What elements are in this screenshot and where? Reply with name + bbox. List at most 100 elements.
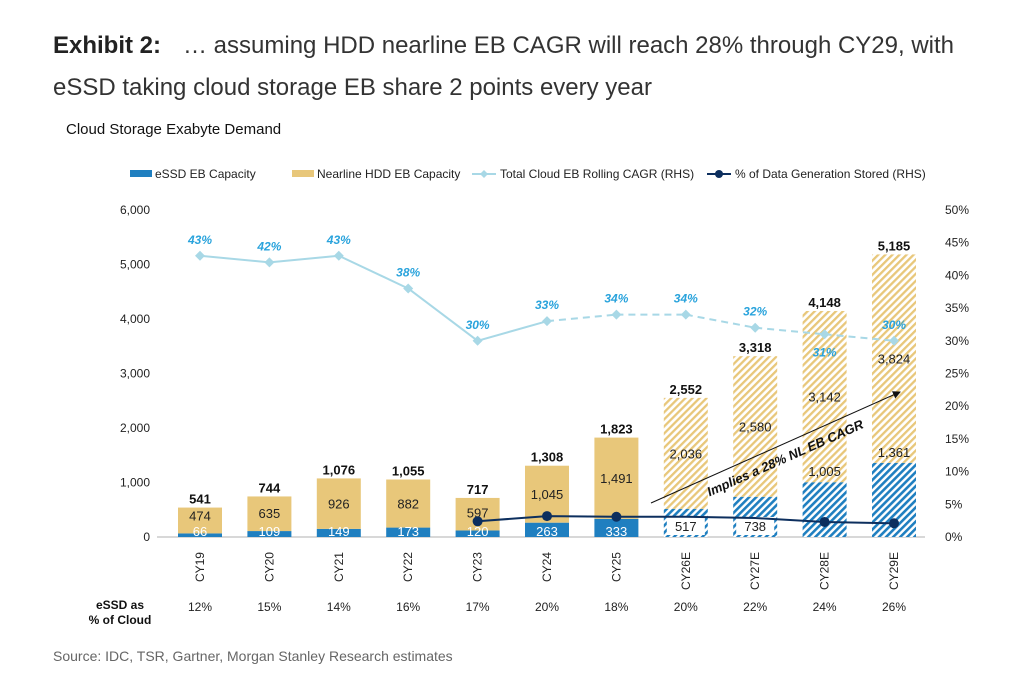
- essd-share-value: 24%: [813, 600, 837, 614]
- x-tick-label: CY19: [193, 552, 207, 582]
- essd-label: 1,361: [878, 445, 911, 460]
- cagr-label: 34%: [604, 292, 628, 306]
- data-stored-marker: [889, 518, 899, 529]
- x-tick-label: CY22: [401, 552, 415, 582]
- y2-tick-label: 15%: [945, 432, 969, 446]
- y2-tick-label: 25%: [945, 367, 969, 381]
- cagr-marker: [750, 322, 761, 333]
- cagr-line-segment: [269, 254, 339, 264]
- cagr-label: 31%: [813, 345, 837, 359]
- y-tick-label: 4,000: [120, 312, 150, 326]
- essd-share-value: 20%: [535, 600, 559, 614]
- nearline-label: 3,824: [878, 352, 911, 367]
- cagr-label: 30%: [466, 318, 490, 332]
- cagr-label: 38%: [396, 265, 420, 279]
- source-note: Source: IDC, TSR, Gartner, Morgan Stanle…: [53, 648, 453, 664]
- bar-nearline: [733, 356, 778, 497]
- cagr-label: 43%: [187, 233, 212, 247]
- nearline-label: 2,580: [739, 419, 772, 434]
- data-stored-marker: [472, 516, 483, 527]
- essd-label: 517: [675, 519, 697, 534]
- essd-label: 333: [606, 524, 628, 539]
- nearline-label: 882: [397, 497, 419, 512]
- total-label: 5,185: [878, 238, 911, 253]
- essd-label: 263: [536, 524, 558, 539]
- y-tick-label: 6,000: [120, 203, 150, 217]
- x-tick-label: CY20: [262, 552, 276, 582]
- y2-tick-label: 20%: [945, 399, 969, 413]
- bar-essd: [386, 527, 431, 537]
- cagr-line-segment: [477, 320, 548, 342]
- cagr-marker: [403, 283, 414, 294]
- total-label: 1,308: [531, 450, 564, 465]
- exhibit-header: Exhibit 2:… assuming HDD nearline EB CAG…: [53, 25, 1013, 109]
- bar-essd: [178, 533, 222, 537]
- y2-tick-label: 50%: [945, 203, 969, 217]
- bar-nearline: [178, 507, 222, 534]
- legend-label: % of Data Generation Stored (RHS): [735, 167, 926, 181]
- cagr-marker: [333, 250, 344, 261]
- cagr-marker: [889, 335, 899, 346]
- bar-nearline: [247, 496, 292, 532]
- x-tick-label: CY21: [332, 552, 346, 582]
- cagr-marker: [542, 316, 552, 327]
- total-label: 744: [259, 480, 281, 495]
- y2-tick-label: 10%: [945, 465, 969, 479]
- data-stored-marker: [542, 511, 552, 522]
- essd-share-value: 12%: [188, 600, 212, 614]
- total-label: 4,148: [808, 295, 841, 310]
- legend-label: Nearline HDD EB Capacity: [317, 167, 460, 181]
- essd-share-value: 15%: [257, 600, 281, 614]
- essd-share-value: 14%: [327, 600, 351, 614]
- total-label: 3,318: [739, 340, 772, 355]
- bar-essd: [247, 531, 292, 537]
- nearline-label: 926: [328, 497, 350, 512]
- bar-essd: [525, 522, 569, 537]
- y-tick-label: 5,000: [120, 258, 150, 272]
- essd-share-label: % of Cloud: [89, 613, 152, 627]
- essd-share-value: 26%: [882, 600, 906, 614]
- x-tick-label: CY24: [540, 552, 554, 582]
- bar-essd: [594, 518, 639, 537]
- cagr-marker: [264, 257, 275, 268]
- essd-label: 1,005: [808, 464, 841, 479]
- cagr-marker: [680, 309, 691, 320]
- nearline-label: 1,045: [531, 487, 564, 502]
- y2-tick-label: 5%: [945, 497, 963, 511]
- cagr-label: 43%: [326, 233, 351, 247]
- exhibit-title: … assuming HDD nearline EB CAGR will rea…: [53, 32, 955, 101]
- cagr-label: 30%: [882, 318, 906, 332]
- x-tick-label: CY25: [609, 552, 623, 582]
- essd-label-box: [666, 517, 705, 535]
- x-tick-label: CY27E: [748, 552, 762, 590]
- essd-label: 120: [467, 524, 489, 539]
- essd-label: 149: [328, 524, 350, 539]
- essd-label: 738: [744, 519, 766, 534]
- essd-label: 173: [397, 524, 419, 539]
- essd-label-box: [736, 517, 775, 535]
- x-tick-label: CY26E: [679, 552, 693, 590]
- y2-tick-label: 30%: [945, 334, 969, 348]
- legend-label: Total Cloud EB Rolling CAGR (RHS): [500, 167, 694, 181]
- bar-nearline: [386, 479, 431, 528]
- y2-tick-label: 35%: [945, 301, 969, 315]
- essd-share-value: 18%: [604, 600, 628, 614]
- y2-tick-label: 0%: [945, 530, 963, 544]
- bar-essd: [316, 528, 361, 537]
- y-tick-label: 2,000: [120, 421, 150, 435]
- legend-swatch: [130, 170, 152, 177]
- x-tick-label: CY29E: [887, 552, 901, 590]
- nearline-label: 474: [189, 508, 211, 523]
- total-label: 2,552: [670, 382, 703, 397]
- essd-share-value: 20%: [674, 600, 698, 614]
- legend-swatch: [292, 170, 314, 177]
- data-stored-marker: [819, 516, 830, 527]
- x-tick-label: CY28E: [818, 552, 832, 590]
- legend-marker: [480, 170, 488, 178]
- chart-title: Cloud Storage Exabyte Demand: [66, 121, 282, 138]
- cagr-line-segment: [407, 287, 479, 342]
- cagr-marker: [195, 250, 205, 261]
- x-tick-label: CY23: [471, 552, 485, 582]
- y-tick-label: 3,000: [120, 367, 150, 381]
- cagr-label: 32%: [743, 305, 767, 319]
